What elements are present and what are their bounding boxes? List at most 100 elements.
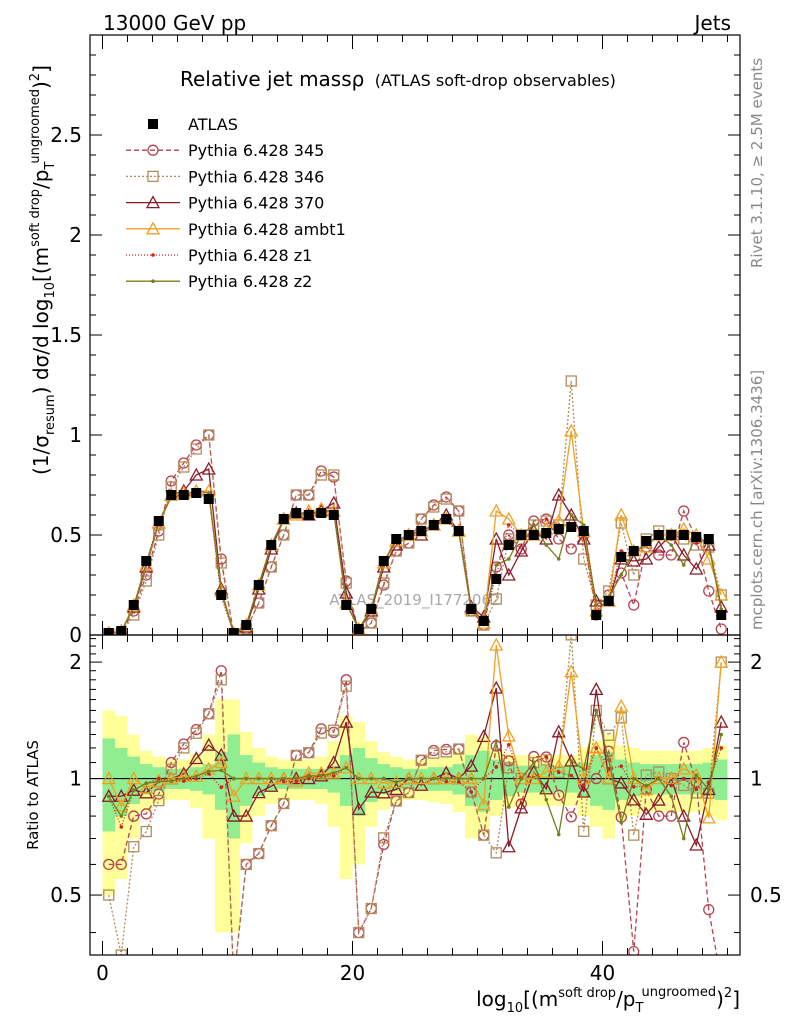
series-6-ratio-point <box>169 779 174 783</box>
ratio-band-inner <box>102 738 115 832</box>
series-2-ratio-point <box>265 820 277 832</box>
series-2-ratio-point <box>315 727 327 739</box>
series-4-ratio-point <box>114 798 129 812</box>
series-6-ratio-point <box>306 774 311 778</box>
series-6-point <box>531 523 536 527</box>
series-4-ratio-point <box>651 771 666 785</box>
x-tick-label: 40 <box>590 961 615 985</box>
series-1-ratio-line <box>108 670 718 955</box>
series-5-ratio-point <box>456 780 461 784</box>
series-6-ratio-point <box>369 776 374 781</box>
main-y-tick-label: 1 <box>69 423 82 447</box>
series-1-point <box>553 533 565 545</box>
data-point <box>266 540 277 550</box>
series-6-point <box>619 573 624 577</box>
series-4-ratio-point <box>326 765 341 779</box>
data-point <box>141 556 152 566</box>
series-4-ratio-point <box>664 771 679 785</box>
series-6-ratio-point <box>181 776 186 781</box>
series-3-point <box>389 537 404 551</box>
series-4-ratio-point <box>689 767 704 781</box>
series-1-ratio-point <box>140 808 152 820</box>
series-3-point <box>639 551 654 565</box>
series-3-ratio-point <box>589 682 604 696</box>
ratio-band-inner <box>590 755 603 806</box>
series-6-ratio-point <box>481 776 486 781</box>
series-6-ratio-point <box>631 776 636 781</box>
ratio-tick-layer: 0.5 0.51 12 20 20 40 <box>50 635 782 985</box>
series-6-ratio-point <box>531 760 536 765</box>
series-6-point <box>206 491 211 495</box>
series-6-ratio-point <box>281 776 286 781</box>
series-4-ratio-point <box>489 637 504 651</box>
series-6-ratio-point <box>294 776 299 781</box>
series-5-ratio-point <box>681 776 686 781</box>
series-4-ratio-point <box>314 765 329 779</box>
series-3-ratio-point <box>189 751 204 765</box>
series-5-ratio-point <box>594 746 599 750</box>
series-4-point <box>489 503 504 517</box>
ratio-series-layer <box>101 635 729 986</box>
series-3-ratio-point <box>214 747 229 761</box>
series-6-point <box>681 563 686 567</box>
series-2-ratio-point <box>128 841 140 853</box>
series-5-point <box>694 541 699 545</box>
ratio-panel: 0.5 0.51 12 20 20 40 <box>50 634 782 986</box>
series-2-ratio-point <box>253 847 265 860</box>
series-2-ratio-point <box>340 680 352 692</box>
legend-swatch-marker <box>148 119 158 129</box>
series-3-ratio-point <box>376 785 391 799</box>
series-2-ratio-point <box>278 797 290 810</box>
series-2-ratio-point <box>290 749 302 762</box>
series-1-point <box>715 623 727 635</box>
series-1-ratio-point <box>503 755 515 767</box>
series-3-point <box>689 561 704 575</box>
series-3-ratio-point <box>339 714 354 728</box>
series-1-ratio-point <box>628 945 640 955</box>
ratio-y-tick-label-right: 2 <box>750 650 763 674</box>
legend-item: Pythia 6.428 z2 <box>126 272 312 291</box>
series-4-ratio-point <box>526 771 541 785</box>
data-point <box>191 488 202 498</box>
data-point <box>666 530 677 540</box>
series-4-ratio-point <box>476 797 491 811</box>
series-3-ratio-point <box>676 808 691 822</box>
series-2-point <box>428 501 440 513</box>
data-point <box>128 600 139 610</box>
series-4-ratio-point <box>614 698 629 712</box>
series-2-ratio-point <box>165 763 177 775</box>
series-6-point <box>581 523 586 527</box>
series-4-ratio-point <box>539 764 554 778</box>
series-6-ratio-point <box>419 776 424 781</box>
series-6-ratio-point <box>244 776 249 781</box>
series-3-ratio-point <box>564 753 579 767</box>
series-1-ratio-point <box>229 976 239 986</box>
data-point <box>616 552 627 562</box>
series-4-ratio-point <box>701 810 716 824</box>
series-2-ratio-point <box>115 949 127 955</box>
series-6-ratio-point <box>469 776 474 781</box>
ratio-frame <box>89 634 741 956</box>
series-3-point <box>501 567 516 581</box>
series-2-point <box>278 529 290 541</box>
main-y-tick-label: 1.5 <box>50 323 82 347</box>
series-3-point <box>564 507 579 521</box>
main-panel: 00.511.522.5 ATLAS_2019_I1772062 <box>50 34 741 647</box>
series-4-ratio-point <box>626 771 641 785</box>
series-2-ratio-point <box>628 829 640 841</box>
data-point <box>253 580 264 590</box>
series-3-ratio-point <box>239 808 254 822</box>
data-point <box>391 534 402 544</box>
data-point <box>503 540 514 550</box>
series-1-point <box>628 599 640 611</box>
series-2-point <box>490 593 502 605</box>
data-point <box>366 604 377 614</box>
series-2-ratio-point <box>178 742 190 754</box>
series-6-ratio-point <box>231 776 236 781</box>
series-1-point <box>315 465 327 477</box>
series-2-ratio-point <box>140 825 152 838</box>
series-2-ratio-point <box>353 926 365 939</box>
series-6-line <box>108 490 722 635</box>
series-6-ratio-point <box>694 773 699 777</box>
series-5-point <box>544 517 549 521</box>
